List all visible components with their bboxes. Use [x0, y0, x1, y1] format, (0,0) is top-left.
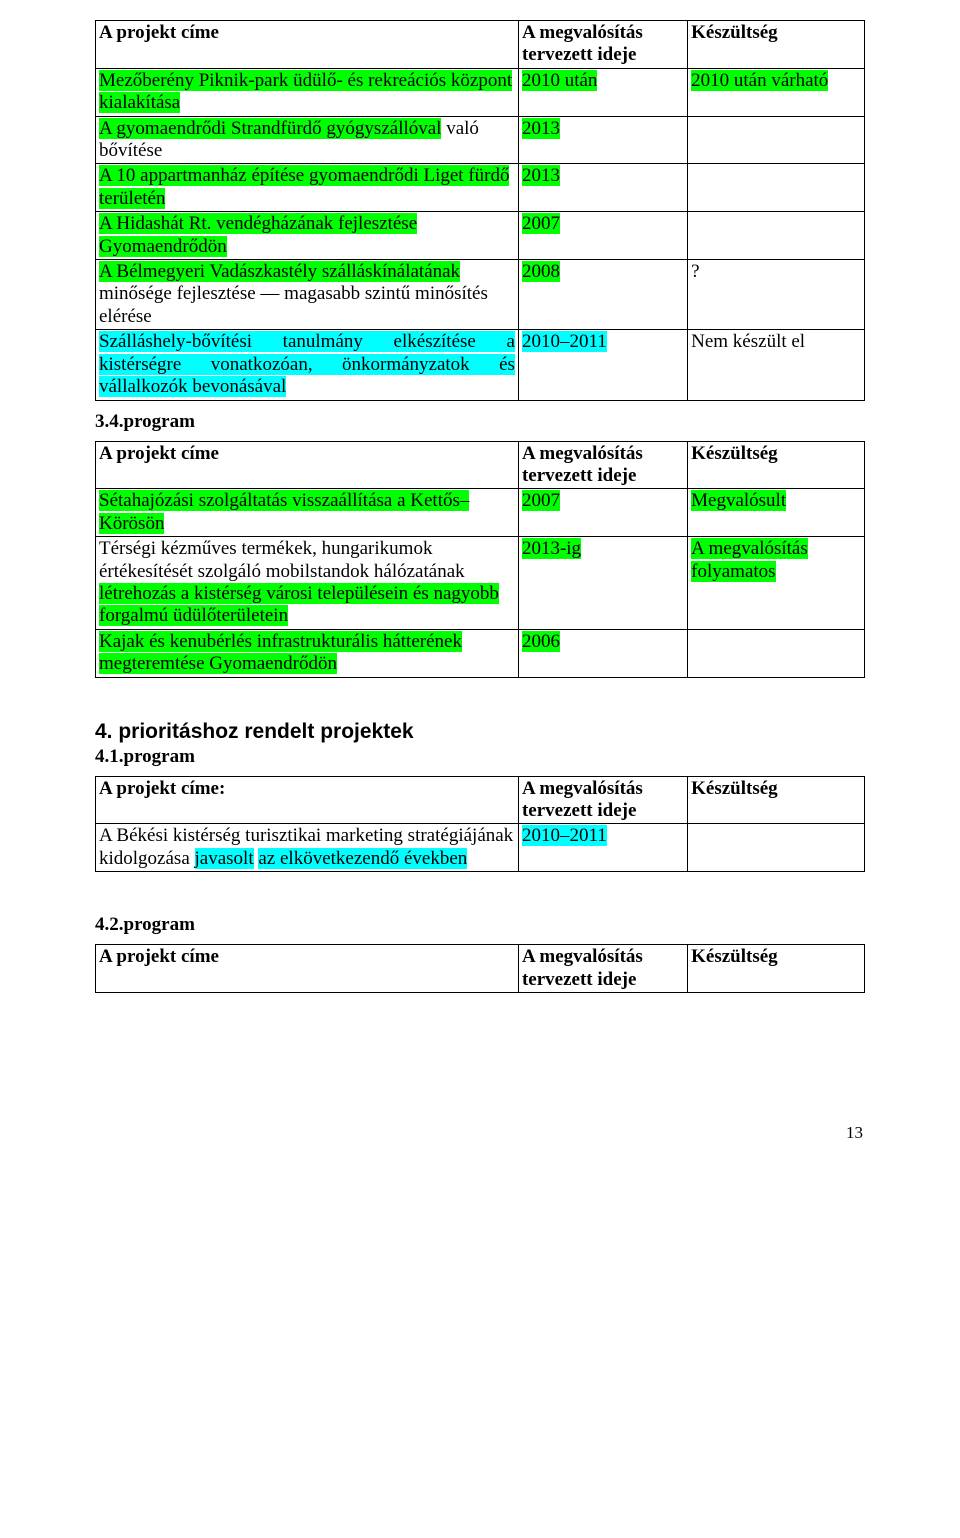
program-3-4-heading: 3.4.program [95, 411, 865, 433]
cell-text: Térségi kézműves termékek, hungarikumok … [99, 538, 465, 581]
table-row: A Bélmegyeri Vadászkastély szálláskínála… [96, 260, 865, 330]
table-row: Térségi kézműves termékek, hungarikumok … [96, 537, 865, 630]
table-header-row: A projekt címe A megvalósítás tervezett … [96, 945, 865, 993]
page-number: 13 [95, 1123, 865, 1143]
table-row: A 10 appartmanház építése gyomaendrődi L… [96, 164, 865, 212]
col-title-header: A projekt címe [96, 945, 519, 993]
table-header-row: A projekt címe: A megvalósítás tervezett… [96, 776, 865, 824]
cell-text: A 10 appartmanház építése gyomaendrődi L… [99, 165, 509, 208]
table-header-row: A projekt címe A megvalósítás tervezett … [96, 21, 865, 69]
cell-text: az elkövetkezendő években [258, 848, 467, 869]
cell-text: A megvalósítás folyamatos [691, 538, 808, 581]
cell-text: Sétahajózási szolgáltatás visszaállítása… [99, 490, 469, 533]
cell-text: 2013-ig [522, 538, 581, 559]
table-row: Kajak és kenubérlés infrastrukturális há… [96, 629, 865, 677]
cell-text: Nem készült el [691, 331, 805, 352]
cell-text: A Hidashát Rt. vendégházának fejlesztése… [99, 213, 417, 256]
col-status-header: Készültség [688, 21, 865, 69]
col-date-header: A megvalósítás tervezett ideje [518, 441, 687, 489]
priority-4-heading: 4. prioritáshoz rendelt projektek [95, 720, 865, 744]
cell-text: 2010 után várható [691, 70, 828, 91]
col-status-header: Készültség [688, 945, 865, 993]
col-date-header: A megvalósítás tervezett ideje [518, 945, 687, 993]
col-title-header: A projekt címe [96, 21, 519, 69]
cell-text: A Bélmegyeri Vadászkastély szálláskínála… [99, 261, 460, 282]
table-row: A Békési kistérség turisztikai marketing… [96, 824, 865, 872]
cell-text: létrehozás a kistérség városi települése… [99, 583, 499, 626]
cell-text: 2007 [522, 213, 560, 234]
cell-text: 2010–2011 [522, 331, 607, 352]
col-title-header: A projekt címe: [96, 776, 519, 824]
program-4-2-heading: 4.2.program [95, 914, 865, 936]
cell-text: A gyomaendrődi Strandfürdő gyógyszállóva… [99, 118, 441, 139]
project-table-1: A projekt címe A megvalósítás tervezett … [95, 20, 865, 401]
table-row: Mezőberény Piknik-park üdülő- és rekreác… [96, 68, 865, 116]
cell-text: 2007 [522, 490, 560, 511]
project-table-2: A projekt címe A megvalósítás tervezett … [95, 441, 865, 678]
table-header-row: A projekt címe A megvalósítás tervezett … [96, 441, 865, 489]
cell-text: minősége fejlesztése — magasabb szintű m… [99, 283, 488, 326]
cell-text: javasolt [195, 848, 254, 869]
cell-text: Kajak és kenubérlés infrastrukturális há… [99, 631, 462, 674]
col-date-header: A megvalósítás tervezett ideje [518, 21, 687, 69]
table-row: A Hidashát Rt. vendégházának fejlesztése… [96, 212, 865, 260]
cell-text: 2013 [522, 165, 560, 186]
cell-text: Megvalósult [691, 490, 786, 511]
cell-text: Szálláshely-bővítési tanulmány elkészíté… [99, 331, 515, 397]
cell-text: ? [691, 261, 699, 282]
table-row: Sétahajózási szolgáltatás visszaállítása… [96, 489, 865, 537]
col-status-header: Készültség [688, 776, 865, 824]
cell-text: 2010–2011 [522, 825, 607, 846]
project-table-4: A projekt címe A megvalósítás tervezett … [95, 944, 865, 993]
program-4-1-heading: 4.1.program [95, 746, 865, 768]
cell-text: 2013 [522, 118, 560, 139]
col-title-header: A projekt címe [96, 441, 519, 489]
table-row: A gyomaendrődi Strandfürdő gyógyszállóva… [96, 116, 865, 164]
cell-text: 2006 [522, 631, 560, 652]
col-date-header: A megvalósítás tervezett ideje [518, 776, 687, 824]
table-row: Szálláshely-bővítési tanulmány elkészíté… [96, 330, 865, 400]
project-table-3: A projekt címe: A megvalósítás tervezett… [95, 776, 865, 873]
cell-text: Mezőberény Piknik-park üdülő- és rekreác… [99, 70, 512, 113]
cell-text: 2008 [522, 261, 560, 282]
col-status-header: Készültség [688, 441, 865, 489]
cell-text: 2010 után [522, 70, 597, 91]
